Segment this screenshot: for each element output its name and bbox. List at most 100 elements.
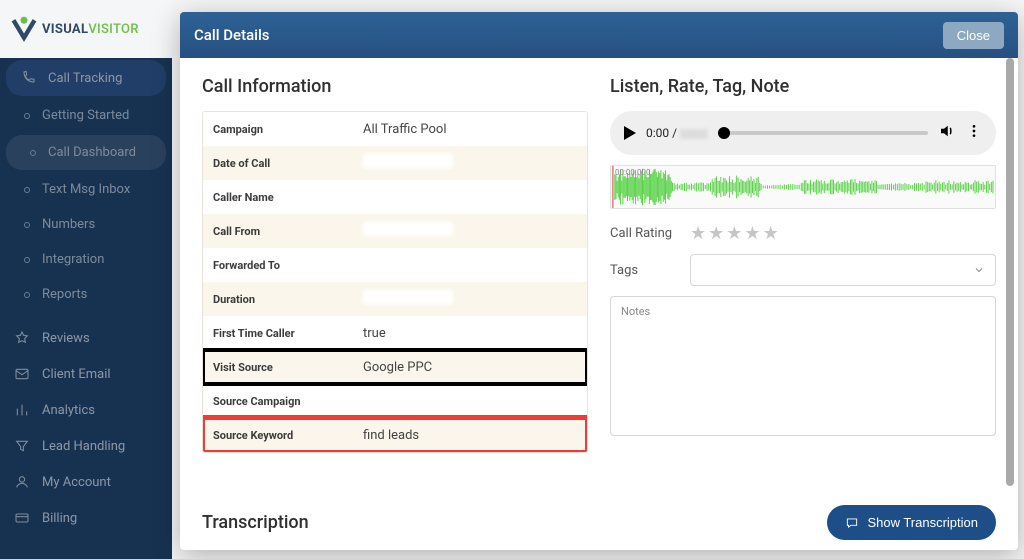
call-rating-row: Call Rating ★ ★ ★ ★ ★ xyxy=(610,223,996,244)
sidebar-item-label: Billing xyxy=(42,511,77,526)
info-row: Visit SourceGoogle PPC xyxy=(203,350,587,384)
sidebar-item-analytics[interactable]: Analytics xyxy=(0,392,172,428)
sidebar-item-billing[interactable]: Billing xyxy=(0,500,172,536)
star-icon[interactable]: ★ xyxy=(763,223,779,244)
sidebar-item-call-tracking[interactable]: Call Tracking xyxy=(6,60,166,96)
info-row: Duration xyxy=(203,282,587,316)
show-transcription-button[interactable]: Show Transcription xyxy=(827,505,996,540)
notes-textarea[interactable]: Notes xyxy=(610,296,996,436)
sidebar-item-reviews[interactable]: Reviews xyxy=(0,320,172,356)
sidebar-item-getting-started[interactable]: Getting Started xyxy=(0,98,172,133)
show-transcription-label: Show Transcription xyxy=(867,515,978,530)
notes-placeholder: Notes xyxy=(621,305,650,318)
info-row: CampaignAll Traffic Pool xyxy=(203,112,587,146)
info-row: Date of Call xyxy=(203,146,587,180)
info-row: Forwarded To xyxy=(203,248,587,282)
listen-rate-column: Listen, Rate, Tag, Note 0:00 / 00:00.000 xyxy=(610,76,996,534)
bullet-icon xyxy=(30,150,36,156)
sidebar: VISUALVISITOR Call Tracking Getting Star… xyxy=(0,0,172,559)
more-icon[interactable] xyxy=(966,123,982,143)
info-value: true xyxy=(363,326,587,341)
info-row: Source Campaign xyxy=(203,384,587,418)
tags-label: Tags xyxy=(610,263,690,278)
audio-time: 0:00 / xyxy=(646,126,708,140)
info-value xyxy=(363,154,587,172)
info-value xyxy=(363,188,587,206)
sidebar-item-label: Lead Handling xyxy=(42,439,125,454)
modal-header: Call Details Close xyxy=(180,12,1018,58)
info-value: find leads xyxy=(363,428,587,443)
audio-scrubber[interactable] xyxy=(718,131,928,135)
audio-player[interactable]: 0:00 / xyxy=(610,111,996,155)
tags-row: Tags xyxy=(610,254,996,286)
sidebar-item-label: Getting Started xyxy=(42,108,129,123)
info-row: Call From xyxy=(203,214,587,248)
star-icon[interactable]: ★ xyxy=(726,223,742,244)
info-label: Source Keyword xyxy=(203,429,363,442)
info-label: Call From xyxy=(203,225,363,238)
sidebar-item-call-dashboard[interactable]: Call Dashboard xyxy=(6,135,166,170)
info-label: First Time Caller xyxy=(203,327,363,340)
logo: VISUALVISITOR xyxy=(0,0,172,58)
volume-icon[interactable] xyxy=(938,122,956,144)
modal-body: Call Information CampaignAll Traffic Poo… xyxy=(180,58,1018,550)
star-icon[interactable]: ★ xyxy=(744,223,760,244)
sidebar-item-reports[interactable]: Reports xyxy=(0,277,172,312)
info-value xyxy=(363,256,587,274)
logo-text: VISUALVISITOR xyxy=(42,22,139,37)
info-label: Duration xyxy=(203,293,363,306)
info-label: Visit Source xyxy=(203,361,363,374)
info-row: Caller Name xyxy=(203,180,587,214)
sidebar-item-label: Reviews xyxy=(42,331,90,346)
sidebar-item-client-email[interactable]: Client Email xyxy=(0,356,172,392)
bullet-icon xyxy=(24,113,30,119)
star-icon[interactable]: ★ xyxy=(708,223,724,244)
info-value: All Traffic Pool xyxy=(363,122,587,137)
info-label: Caller Name xyxy=(203,191,363,204)
mail-icon xyxy=(14,366,30,382)
info-value xyxy=(363,222,587,240)
sidebar-item-label: Numbers xyxy=(42,217,95,232)
star-icon xyxy=(14,330,30,346)
sidebar-item-label: Integration xyxy=(42,252,104,267)
star-icon[interactable]: ★ xyxy=(690,223,706,244)
sidebar-item-text-msg-inbox[interactable]: Text Msg Inbox xyxy=(0,172,172,207)
sidebar-item-label: Client Email xyxy=(42,367,111,382)
listen-rate-heading: Listen, Rate, Tag, Note xyxy=(610,76,996,97)
info-row: Source Keywordfind leads xyxy=(203,418,587,452)
funnel-icon xyxy=(14,438,30,454)
info-label: Date of Call xyxy=(203,157,363,170)
sidebar-item-integration[interactable]: Integration xyxy=(0,242,172,277)
modal-scrollbar[interactable] xyxy=(1006,58,1014,544)
logo-mark xyxy=(10,15,38,43)
call-info-table: CampaignAll Traffic Pool Date of Call Call… xyxy=(202,111,588,453)
waveform[interactable]: 00:00.000 xyxy=(610,165,996,209)
call-details-modal: Call Details Close Call Information Camp… xyxy=(180,12,1018,550)
chat-icon xyxy=(845,516,859,530)
info-value xyxy=(363,392,587,410)
sidebar-item-my-account[interactable]: My Account xyxy=(0,464,172,500)
info-label: Campaign xyxy=(203,123,363,136)
sidebar-item-label: My Account xyxy=(42,475,111,490)
star-rating[interactable]: ★ ★ ★ ★ ★ xyxy=(690,223,779,244)
bullet-icon xyxy=(24,257,30,263)
info-row: First Time Callertrue xyxy=(203,316,587,350)
transcription-row: Transcription Show Transcription xyxy=(202,505,996,540)
sidebar-item-numbers[interactable]: Numbers xyxy=(0,207,172,242)
sidebar-item-label: Analytics xyxy=(42,403,95,418)
info-label: Source Campaign xyxy=(203,395,363,408)
bars-icon xyxy=(14,402,30,418)
info-value xyxy=(363,290,587,308)
tags-select[interactable] xyxy=(690,254,996,286)
close-button[interactable]: Close xyxy=(943,22,1004,49)
user-icon xyxy=(14,474,30,490)
sidebar-item-lead-handling[interactable]: Lead Handling xyxy=(0,428,172,464)
sidebar-item-label: Reports xyxy=(42,287,87,302)
bullet-icon xyxy=(24,222,30,228)
waveform-svg xyxy=(611,166,995,208)
bullet-icon xyxy=(24,187,30,193)
play-icon[interactable] xyxy=(624,126,636,140)
phone-icon xyxy=(20,70,36,86)
info-value: Google PPC xyxy=(363,360,587,375)
call-information-column: Call Information CampaignAll Traffic Poo… xyxy=(202,76,588,534)
